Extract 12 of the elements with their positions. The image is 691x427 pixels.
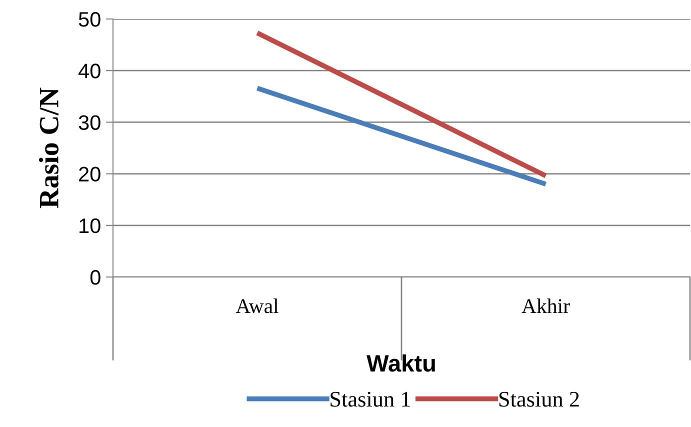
legend-label: Stasiun 2 bbox=[499, 392, 579, 407]
x-tick-label: Akhir bbox=[522, 298, 570, 313]
y-tick-label: 40 bbox=[78, 64, 100, 78]
legend-label: Stasiun 1 bbox=[330, 392, 410, 407]
x-axis-title: Waktu bbox=[366, 354, 435, 372]
y-tick-label: 30 bbox=[78, 115, 100, 130]
x-tick-label: Awal bbox=[236, 298, 278, 314]
y-tick-label: 50 bbox=[78, 12, 100, 27]
y-axis-title: Rasio C/N bbox=[38, 88, 58, 208]
y-tick-label: 0 bbox=[90, 270, 100, 285]
y-tick-label: 10 bbox=[80, 218, 100, 234]
y-tick-label: 20 bbox=[79, 166, 100, 182]
